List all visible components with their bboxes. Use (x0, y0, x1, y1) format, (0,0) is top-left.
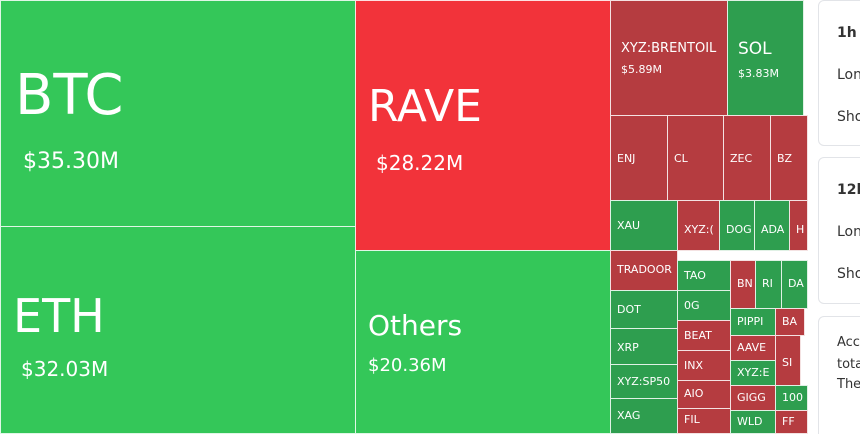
tile-label: TRADOOR (617, 263, 672, 276)
tile-label: BA (782, 315, 798, 328)
card-text: 1h (837, 25, 857, 41)
treemap-tile: DOT (610, 290, 678, 329)
treemap-tile: ENJ (610, 115, 668, 201)
tile-label: ZEC (730, 152, 753, 165)
treemap-tile: XAG (610, 398, 678, 434)
panel-card: 12h Lon Sho (818, 157, 860, 304)
tile-label: ADA (761, 223, 785, 236)
tile-label: XAG (617, 409, 641, 422)
tile-value: $32.03M (21, 357, 109, 381)
tile-label: XYZ:SP50 (617, 375, 671, 388)
tile-label: ETH (13, 289, 105, 343)
treemap-tile: AIO (677, 380, 731, 409)
treemap-tile: XRP (610, 328, 678, 365)
treemap-tile: BZ (770, 115, 808, 201)
treemap-tile: BN (730, 260, 756, 309)
tile-label: GIGG (737, 391, 766, 404)
tile-label: FF (782, 415, 795, 428)
tile-label: PIPPI (737, 315, 764, 328)
tile-label: RAVE (368, 81, 482, 132)
card-text: Sho (837, 109, 860, 125)
treemap-tile: BTC $35.30M (0, 0, 356, 227)
treemap-tile: XYZ:SP50 (610, 364, 678, 399)
treemap-tile: XYZ:E (730, 360, 776, 386)
treemap-tile: 100 (775, 385, 808, 411)
tile-label: SOL (738, 39, 772, 59)
tile-label: TAO (684, 269, 706, 282)
panel-card: 1h Lon Sho (818, 0, 860, 146)
tile-label: 0G (684, 299, 700, 312)
tile-label: XYZ:( (684, 223, 714, 236)
tile-label: FIL (684, 413, 700, 426)
card-text: tota (837, 357, 860, 372)
treemap-tile: H (789, 200, 808, 251)
tile-value: $20.36M (368, 355, 447, 376)
tile-value: $35.30M (23, 149, 119, 174)
tile-label: SI (782, 356, 793, 369)
tile-label: XRP (617, 341, 639, 354)
treemap-tile: TRADOOR (610, 250, 678, 291)
tile-label: AIO (684, 387, 704, 400)
treemap-tile: FF (775, 410, 808, 434)
tile-label: DA (788, 277, 804, 290)
treemap-tile: DOG (719, 200, 755, 251)
tile-label: AAVE (737, 341, 767, 354)
treemap-tile: BA (775, 308, 805, 336)
treemap-tile: XYZ:BRENTOIL $5.89M (610, 0, 728, 116)
tile-label: RI (762, 277, 773, 290)
tile-label: ENJ (617, 152, 636, 165)
card-text: Sho (837, 266, 860, 282)
card-text: The (837, 377, 860, 392)
tile-label: WLD (737, 415, 763, 428)
treemap-tile: ADA (754, 200, 790, 251)
treemap-tile: RI (755, 260, 782, 309)
treemap-tile: DA (781, 260, 808, 309)
treemap-tile: SI (775, 335, 801, 387)
tile-label: XYZ:E (737, 366, 770, 379)
tile-label: BEAT (684, 329, 712, 342)
treemap-tile: RAVE $28.22M (355, 0, 611, 251)
treemap-tile: FIL (677, 408, 731, 434)
tile-label: BN (737, 277, 753, 290)
tile-label: DOG (726, 223, 752, 236)
treemap-tile: XAU (610, 200, 678, 251)
tile-label: XYZ:BRENTOIL (621, 41, 717, 56)
tile-value: $5.89M (621, 63, 662, 76)
card-text: Lon (837, 224, 860, 240)
treemap-tile: PIPPI (730, 308, 776, 336)
treemap-tile: 0G (677, 290, 731, 321)
card-text: 12h (837, 182, 860, 198)
card-text: Acc (837, 335, 860, 350)
treemap-tile: Others $20.36M (355, 250, 611, 434)
treemap-tile: TAO (677, 260, 731, 291)
treemap-tile: WLD (730, 410, 776, 434)
treemap-tile: BEAT (677, 320, 731, 351)
tile-label: BTC (15, 63, 124, 128)
tile-label: DOT (617, 303, 641, 316)
tile-value: $28.22M (376, 151, 464, 175)
tile-value: $3.83M (738, 67, 779, 80)
treemap-tile: ETH $32.03M (0, 226, 356, 434)
treemap-tile: XYZ:( (677, 200, 720, 251)
tile-label: CL (674, 152, 688, 165)
tile-label: XAU (617, 219, 641, 232)
treemap-tile: SOL $3.83M (727, 0, 804, 116)
card-text: Lon (837, 67, 860, 83)
treemap-tile: INX (677, 350, 731, 381)
tile-label: INX (684, 359, 704, 372)
treemap-tile: GIGG (730, 385, 776, 411)
tile-label: BZ (777, 152, 793, 165)
treemap-tile: CL (667, 115, 724, 201)
treemap-tile: AAVE (730, 335, 776, 361)
treemap-tile: ZEC (723, 115, 771, 201)
panel-card: Acc tota The (818, 316, 860, 434)
tile-label: Others (368, 309, 463, 342)
tile-label: 100 (782, 391, 803, 404)
tile-label: H (796, 223, 805, 236)
